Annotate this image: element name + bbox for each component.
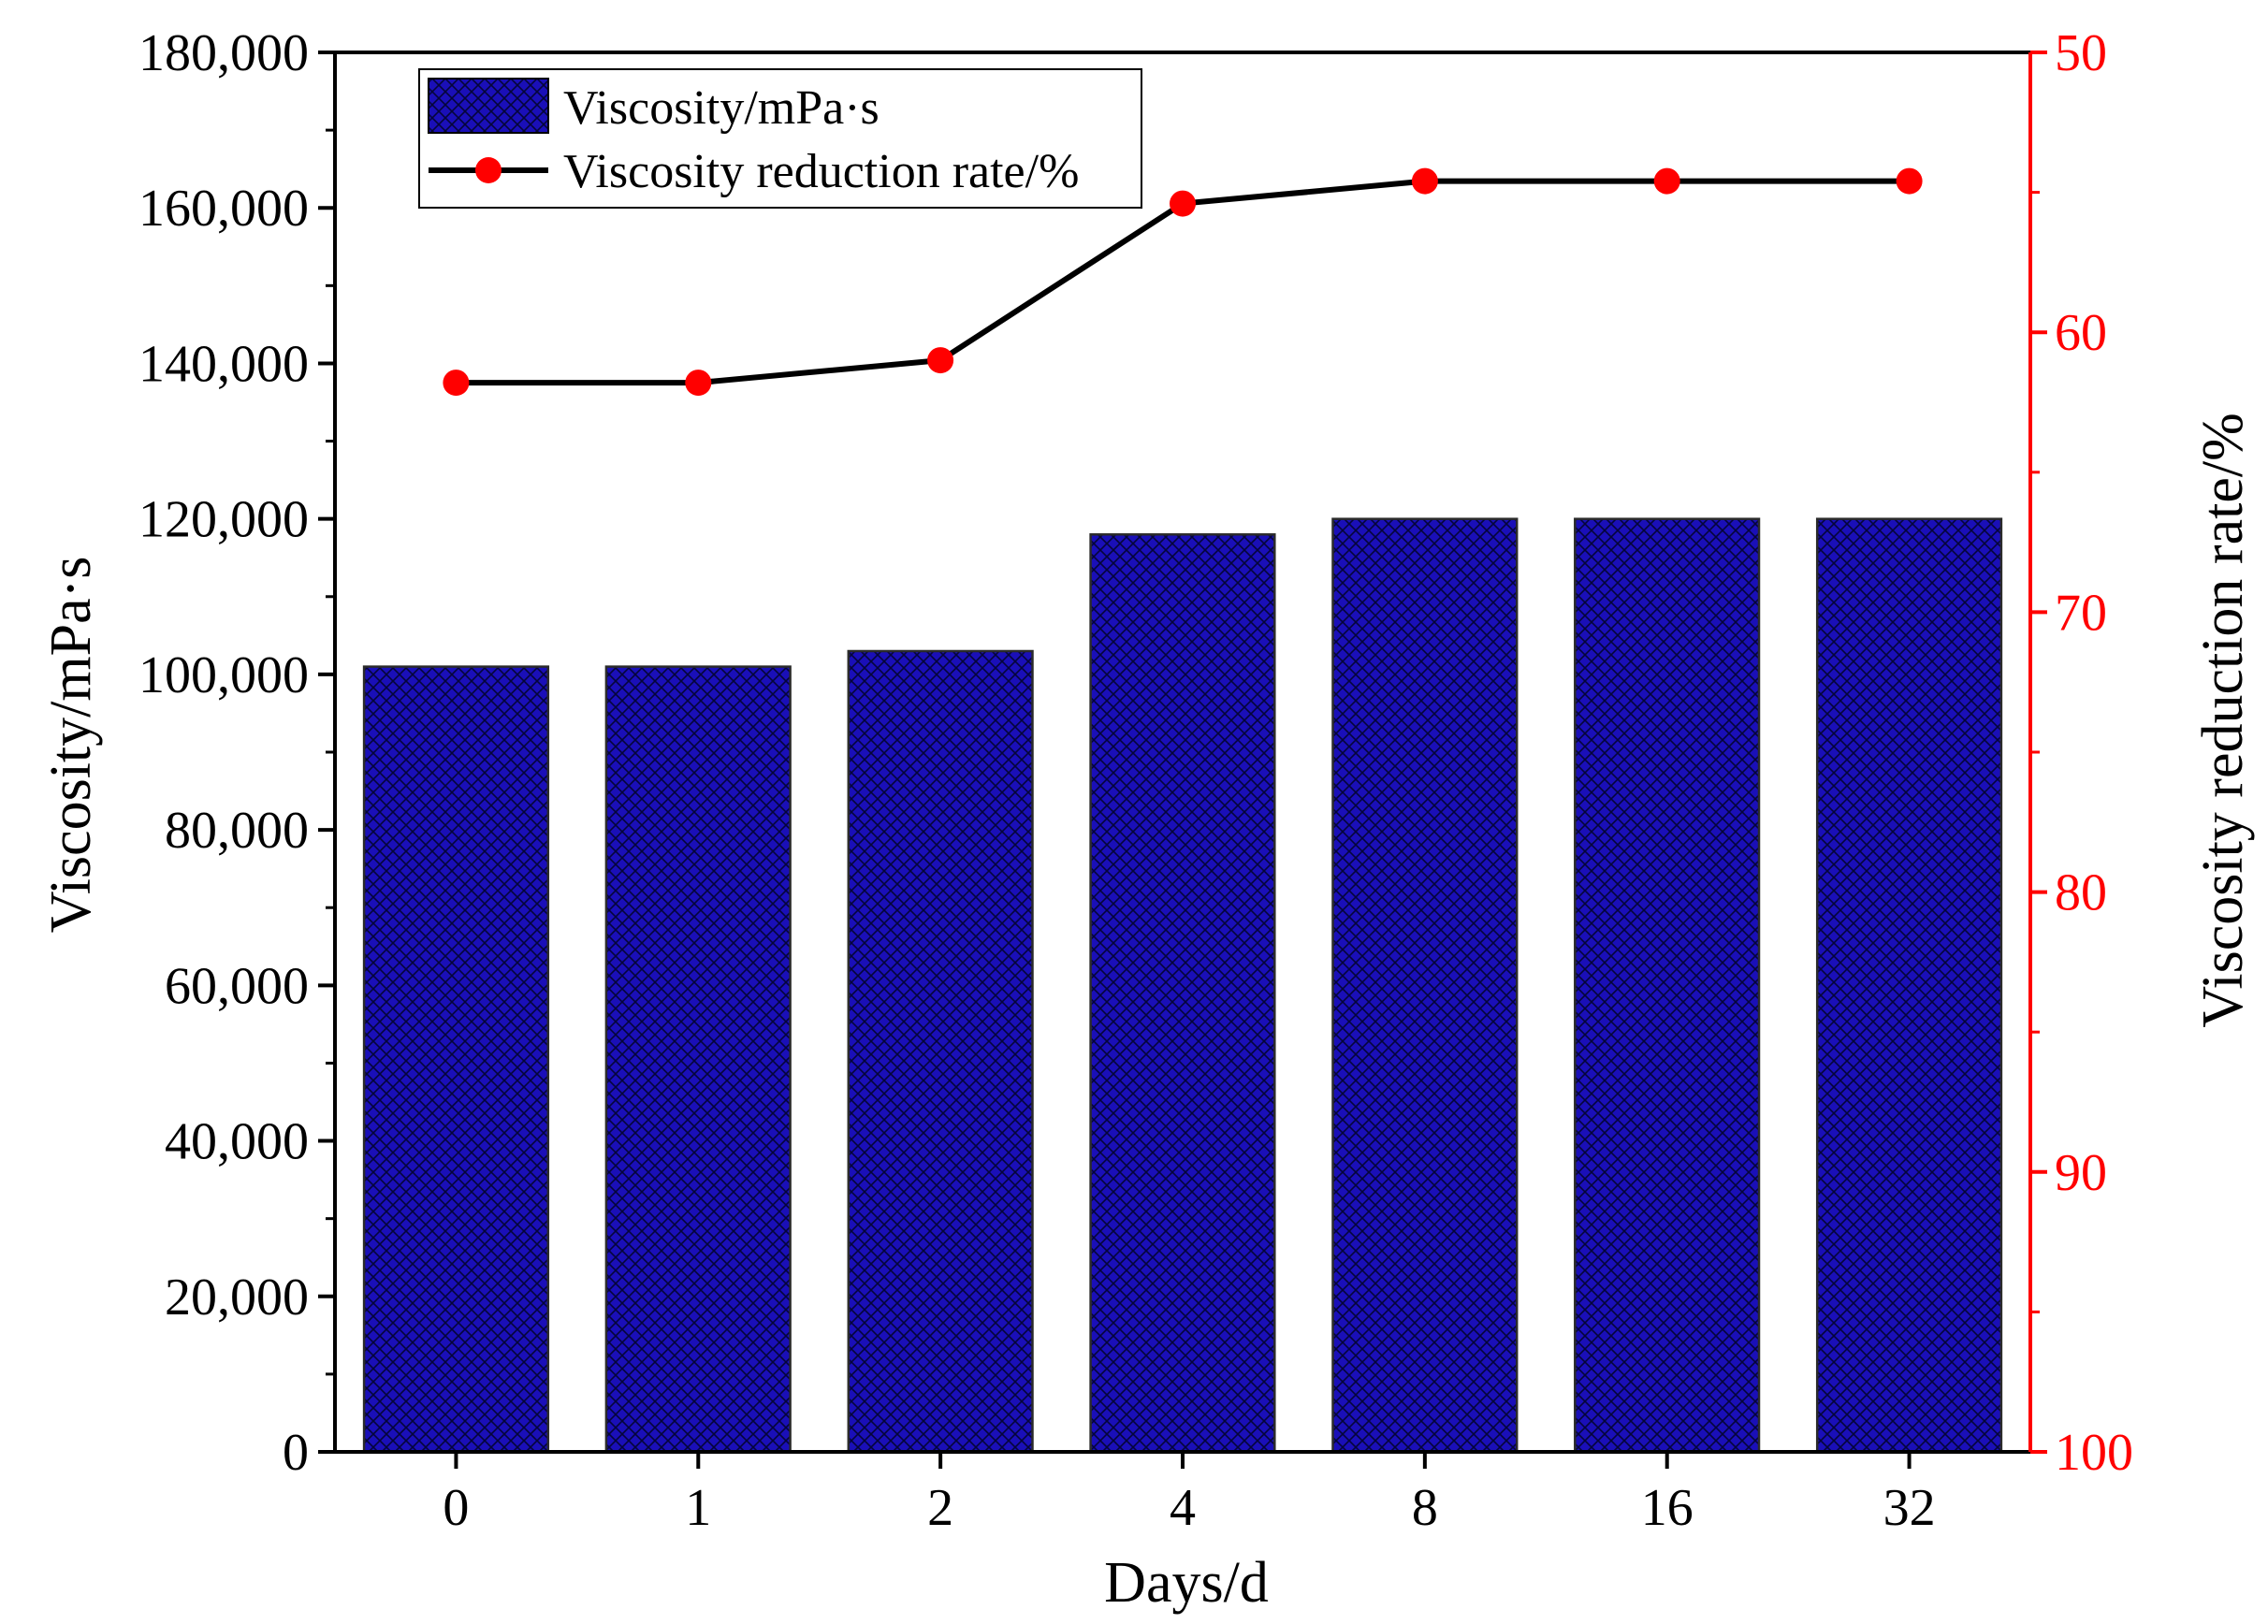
right-axis: 50 60 70 80 90 100: [2030, 24, 2133, 1482]
legend-label-line: Viscosity reduction rate/%: [563, 145, 1079, 198]
x-tick-label-32: 32: [1883, 1479, 1936, 1537]
bars-layer: [362, 517, 2003, 1454]
reduction-rate-point-32: [1896, 167, 1923, 195]
right-tick-label-3: 80: [2055, 864, 2107, 922]
x-axis-title: Days/d: [1104, 1551, 1269, 1615]
left-tick-label-8: 160,000: [138, 180, 309, 238]
right-tick-label-4: 90: [2055, 1144, 2107, 1202]
reduction-rate-point-8: [1411, 167, 1438, 195]
legend-swatch-bar: [428, 78, 549, 134]
left-tick-label-6: 120,000: [138, 491, 309, 549]
x-tick-label-1: 1: [685, 1479, 711, 1537]
bar-2: [847, 649, 1034, 1454]
x-tick-label-2: 2: [927, 1479, 953, 1537]
legend-label-bar: Viscosity/mPa·s: [563, 81, 880, 135]
reduction-rate-point-0: [443, 370, 470, 397]
reduction-rate-point-4: [1170, 190, 1196, 217]
reduction-rate-point-16: [1653, 167, 1680, 195]
reduction-rate-point-1: [685, 370, 712, 397]
left-tick-label-3: 60,000: [165, 957, 309, 1015]
legend: Viscosity/mPa·s Viscosity reduction rate…: [418, 68, 1142, 209]
x-tick-label-16: 16: [1641, 1479, 1694, 1537]
left-tick-label-7: 140,000: [138, 335, 309, 393]
bar-1: [604, 665, 792, 1454]
x-tick-label-8: 8: [1412, 1479, 1438, 1537]
bar-0: [362, 665, 550, 1454]
x-axis: 0 1 2 4 8 16 32: [443, 1452, 1936, 1537]
legend-swatch-marker: [475, 157, 502, 183]
left-tick-label-9: 180,000: [138, 24, 309, 82]
left-tick-label-5: 100,000: [138, 646, 309, 704]
x-tick-label-0: 0: [443, 1479, 469, 1537]
bar-4: [1089, 533, 1276, 1454]
left-tick-label-4: 80,000: [165, 802, 309, 860]
line-layer: [443, 167, 1923, 397]
right-tick-label-2: 70: [2055, 584, 2107, 642]
left-tick-label-1: 20,000: [165, 1269, 309, 1327]
bar-16: [1574, 517, 1761, 1454]
right-tick-label-5: 100: [2055, 1424, 2133, 1482]
bar-32: [1815, 517, 2003, 1454]
x-tick-label-4: 4: [1170, 1479, 1196, 1537]
left-tick-label-0: 0: [283, 1424, 309, 1482]
left-tick-label-2: 40,000: [165, 1113, 309, 1171]
left-axis: 0 20,000 40,000 60,000 80,000 100,000 120,000 1…: [138, 24, 335, 1482]
right-tick-label-1: 60: [2055, 304, 2107, 362]
left-axis-title: Viscosity/mPa·s: [39, 557, 103, 934]
reduction-rate-point-2: [927, 347, 954, 374]
right-tick-label-0: 50: [2055, 24, 2107, 82]
bar-8: [1331, 517, 1519, 1454]
right-axis-title: Viscosity reduction rate/%: [2191, 413, 2255, 1027]
